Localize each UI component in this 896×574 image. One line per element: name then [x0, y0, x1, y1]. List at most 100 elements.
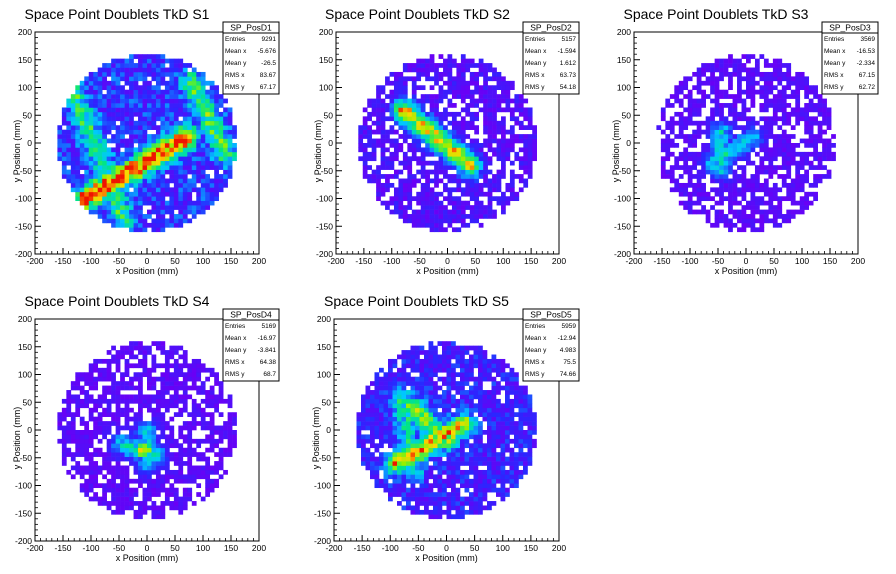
stats-row-value: -1.594: [558, 48, 577, 55]
heatmap-cell: [799, 76, 805, 82]
heatmap-cell: [429, 129, 435, 135]
heatmap-cell: [173, 80, 179, 86]
heatmap-cell: [425, 187, 430, 193]
heatmap-cell: [147, 465, 152, 471]
heatmap-cell: [433, 483, 438, 489]
heatmap-cell: [692, 138, 698, 144]
heatmap-cell: [155, 390, 161, 395]
heatmap-cell: [737, 116, 742, 122]
heatmap-cell: [178, 76, 184, 82]
heatmap-cell: [182, 129, 188, 135]
heatmap-cell: [129, 363, 134, 369]
heatmap-cell: [173, 94, 179, 99]
heatmap-cell: [763, 182, 769, 188]
heatmap-cell: [120, 496, 125, 502]
heatmap-cell: [61, 147, 67, 153]
heatmap-cell: [696, 160, 702, 166]
heatmap-cell: [438, 178, 444, 184]
heatmap-cell: [102, 372, 107, 378]
heatmap-cell: [138, 416, 143, 422]
heatmap-cell: [102, 103, 107, 108]
heatmap-cell: [169, 483, 175, 489]
heatmap-cell: [407, 120, 413, 126]
y-tick-label: 100: [617, 83, 631, 93]
heatmap-cell: [173, 496, 179, 502]
heatmap-cell: [209, 143, 215, 148]
heatmap-cell: [419, 443, 425, 449]
heatmap-cell: [102, 452, 107, 457]
heatmap-cell: [169, 416, 175, 422]
heatmap-cell: [478, 147, 484, 153]
heatmap-cell: [741, 143, 747, 148]
heatmap-cell: [361, 394, 366, 400]
heatmap-cell: [102, 492, 107, 497]
heatmap-cell: [692, 103, 698, 108]
heatmap-cell: [151, 160, 157, 166]
heatmap-cell: [660, 160, 666, 166]
heatmap-cell: [416, 200, 422, 206]
heatmap-cell: [451, 134, 457, 139]
heatmap-cell: [465, 94, 471, 99]
heatmap-cell: [696, 196, 702, 202]
heatmap-cell: [438, 116, 444, 122]
heatmap-cell: [75, 120, 81, 126]
heatmap-cell: [120, 452, 125, 457]
heatmap-cell: [70, 125, 76, 130]
heatmap-cell: [129, 447, 134, 453]
heatmap-cell: [419, 509, 425, 515]
heatmap-cell: [88, 151, 94, 157]
heatmap-cell: [367, 129, 372, 135]
heatmap-cell: [147, 438, 152, 444]
heatmap-cell: [115, 116, 121, 122]
heatmap-cell: [187, 147, 193, 153]
heatmap-cell: [393, 98, 399, 104]
heatmap-cell: [407, 134, 413, 139]
heatmap-cell: [737, 134, 742, 139]
heatmap-cell: [147, 178, 152, 184]
heatmap-cell: [741, 222, 747, 228]
heatmap-cell: [178, 107, 184, 113]
heatmap-cell: [79, 385, 85, 391]
heatmap-cell: [232, 151, 237, 157]
heatmap-cell: [410, 474, 416, 480]
heatmap-cell: [768, 129, 774, 135]
heatmap-cell: [142, 151, 148, 157]
heatmap-cell: [768, 71, 774, 77]
heatmap-cell: [389, 182, 395, 188]
heatmap-cell: [142, 447, 148, 453]
heatmap-cell: [438, 151, 444, 157]
heatmap-cell: [501, 116, 506, 122]
heatmap-cell: [723, 222, 729, 228]
heatmap-cell: [428, 465, 434, 471]
heatmap-cell: [155, 514, 161, 520]
heatmap-cell: [151, 143, 157, 148]
heatmap-cell: [514, 151, 520, 157]
heatmap-cell: [187, 200, 193, 206]
heatmap-cell: [763, 151, 769, 157]
heatmap-cell: [196, 452, 202, 457]
heatmap-cell: [665, 143, 671, 148]
heatmap-cell: [164, 151, 170, 157]
heatmap-cell: [701, 160, 706, 166]
heatmap-cell: [719, 151, 724, 157]
heatmap-cell: [428, 425, 434, 431]
heatmap-cell: [746, 134, 751, 139]
heatmap-cell: [160, 116, 166, 122]
heatmap-cell: [402, 76, 408, 82]
heatmap-cell: [133, 376, 139, 382]
heatmap-cell: [160, 80, 166, 86]
heatmap-cell: [142, 174, 148, 179]
heatmap-cell: [362, 125, 368, 130]
heatmap-cell: [84, 191, 90, 197]
heatmap-cell: [410, 505, 416, 511]
heatmap-cell: [799, 174, 805, 179]
heatmap-cell: [200, 398, 206, 404]
heatmap-cell: [795, 89, 801, 95]
heatmap-cell: [106, 487, 112, 493]
heatmap-cell: [678, 134, 684, 139]
heatmap-cell: [88, 174, 94, 179]
heatmap-cell: [129, 222, 134, 228]
heatmap-cell: [669, 103, 675, 108]
heatmap-cell: [678, 120, 684, 126]
heatmap-cell: [196, 187, 202, 193]
